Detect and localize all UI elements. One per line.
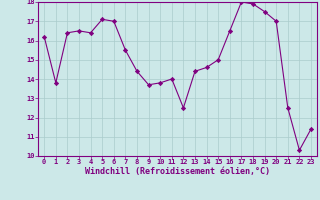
X-axis label: Windchill (Refroidissement éolien,°C): Windchill (Refroidissement éolien,°C) bbox=[85, 167, 270, 176]
